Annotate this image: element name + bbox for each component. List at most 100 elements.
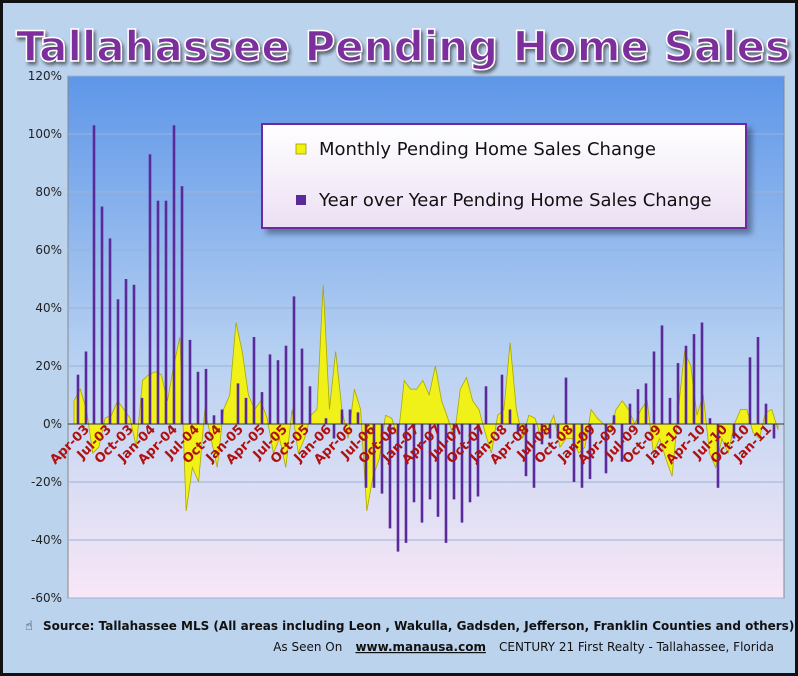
yoy-bar — [516, 424, 520, 433]
yoy-bar — [236, 383, 240, 424]
yoy-bar — [540, 424, 544, 445]
yoy-bar — [348, 409, 352, 424]
yoy-bar — [324, 418, 328, 424]
yoy-bar — [396, 424, 400, 552]
y-tick-label: -60% — [31, 591, 62, 605]
yoy-bar — [476, 424, 480, 497]
yoy-bar — [532, 424, 536, 488]
yoy-bar — [340, 409, 344, 424]
yoy-bar — [380, 424, 384, 494]
yoy-bar — [428, 424, 432, 500]
yoy-bar — [628, 403, 632, 424]
legend-box — [261, 123, 747, 229]
yoy-bar — [292, 296, 296, 424]
yoy-bar — [676, 363, 680, 424]
y-tick-label: 0% — [43, 417, 62, 431]
yoy-bar — [156, 200, 160, 424]
yoy-bar — [580, 424, 584, 488]
legend-swatch-yoy — [296, 195, 306, 205]
yoy-bar — [604, 424, 608, 474]
yoy-bar — [388, 424, 392, 529]
yoy-bar — [412, 424, 416, 503]
yoy-bar — [652, 351, 656, 424]
yoy-bar — [204, 368, 208, 424]
yoy-bar — [276, 360, 280, 424]
monthly-change-area — [73, 284, 779, 512]
yoy-bar — [132, 284, 136, 424]
yoy-bar — [260, 392, 264, 424]
y-tick-label: 20% — [35, 359, 62, 373]
credit-line: As Seen On www.manausa.com CENTURY 21 Fi… — [273, 636, 774, 655]
yoy-bar — [244, 397, 248, 424]
yoy-bar — [148, 154, 152, 425]
yoy-bar — [572, 424, 576, 482]
y-tick-label: 80% — [35, 185, 62, 199]
yoy-bar — [140, 397, 144, 424]
yoy-bar — [772, 424, 776, 439]
legend: Monthly Pending Home Sales Change Year o… — [261, 123, 747, 229]
yoy-bar — [220, 409, 224, 424]
yoy-bar — [756, 337, 760, 424]
source-note: ☝ Source: Tallahassee MLS (All areas inc… — [25, 619, 794, 634]
yoy-bar — [100, 206, 104, 424]
legend-label-yoy: Year over Year Pending Home Sales Change — [318, 190, 712, 211]
y-tick-label: 120% — [28, 69, 62, 83]
yoy-bar — [748, 357, 752, 424]
source-text: Source: Tallahassee MLS (All areas inclu… — [43, 619, 794, 633]
yoy-bar — [420, 424, 424, 523]
y-tick-label: -40% — [31, 533, 62, 547]
y-tick-label: 60% — [35, 243, 62, 257]
yoy-bar — [404, 424, 408, 543]
pointing-hand-icon: ☝ — [25, 619, 33, 634]
yoy-bar — [436, 424, 440, 517]
yoy-bar — [500, 374, 504, 424]
chart-svg: Tallahassee Pending Home Sales -60% -40% -… — [15, 21, 794, 655]
y-tick-label: 100% — [28, 127, 62, 141]
yoy-bar — [188, 339, 192, 424]
yoy-bar — [452, 424, 456, 500]
yoy-bar — [332, 424, 336, 439]
yoy-bar — [308, 386, 312, 424]
yoy-bar — [556, 424, 560, 439]
yoy-bar — [164, 200, 168, 424]
yoy-bar — [108, 238, 112, 424]
y-axis-ticks: -60% -40% -20% 0% 20% 40% 60% 80% 100% 120% — [28, 69, 62, 605]
yoy-bar — [364, 424, 368, 488]
yoy-bar — [548, 424, 552, 439]
yoy-bar — [284, 345, 288, 424]
yoy-bar — [764, 403, 768, 424]
yoy-bar — [172, 125, 176, 425]
legend-label-monthly: Monthly Pending Home Sales Change — [319, 139, 656, 160]
yoy-bar — [644, 383, 648, 424]
chart-title: Tallahassee Pending Home Sales — [16, 22, 790, 71]
yoy-bar — [588, 424, 592, 480]
yoy-bar — [268, 354, 272, 424]
yoy-bar — [612, 415, 616, 424]
yoy-bar — [356, 412, 360, 424]
yoy-bar — [372, 424, 376, 488]
yoy-bar — [524, 424, 528, 477]
yoy-bar — [84, 351, 88, 424]
yoy-bar — [76, 374, 80, 424]
credit-prefix: As Seen On — [273, 640, 342, 654]
yoy-bar — [92, 125, 96, 425]
yoy-bar — [708, 418, 712, 424]
yoy-bar — [460, 424, 464, 523]
yoy-bar — [252, 337, 256, 424]
yoy-bar — [636, 389, 640, 424]
yoy-change-bars — [76, 125, 776, 552]
monthly-area-path — [73, 284, 779, 512]
yoy-bar — [716, 424, 720, 488]
yoy-bar — [444, 424, 448, 543]
yoy-bar — [732, 424, 736, 439]
yoy-bar — [508, 409, 512, 424]
y-tick-label: -20% — [31, 475, 62, 489]
yoy-bar — [180, 186, 184, 424]
yoy-bar — [564, 377, 568, 424]
yoy-bar — [300, 348, 304, 424]
yoy-bar — [124, 279, 128, 424]
yoy-bar — [668, 397, 672, 424]
yoy-bar — [620, 424, 624, 462]
credit-link[interactable]: www.manausa.com — [355, 640, 486, 654]
